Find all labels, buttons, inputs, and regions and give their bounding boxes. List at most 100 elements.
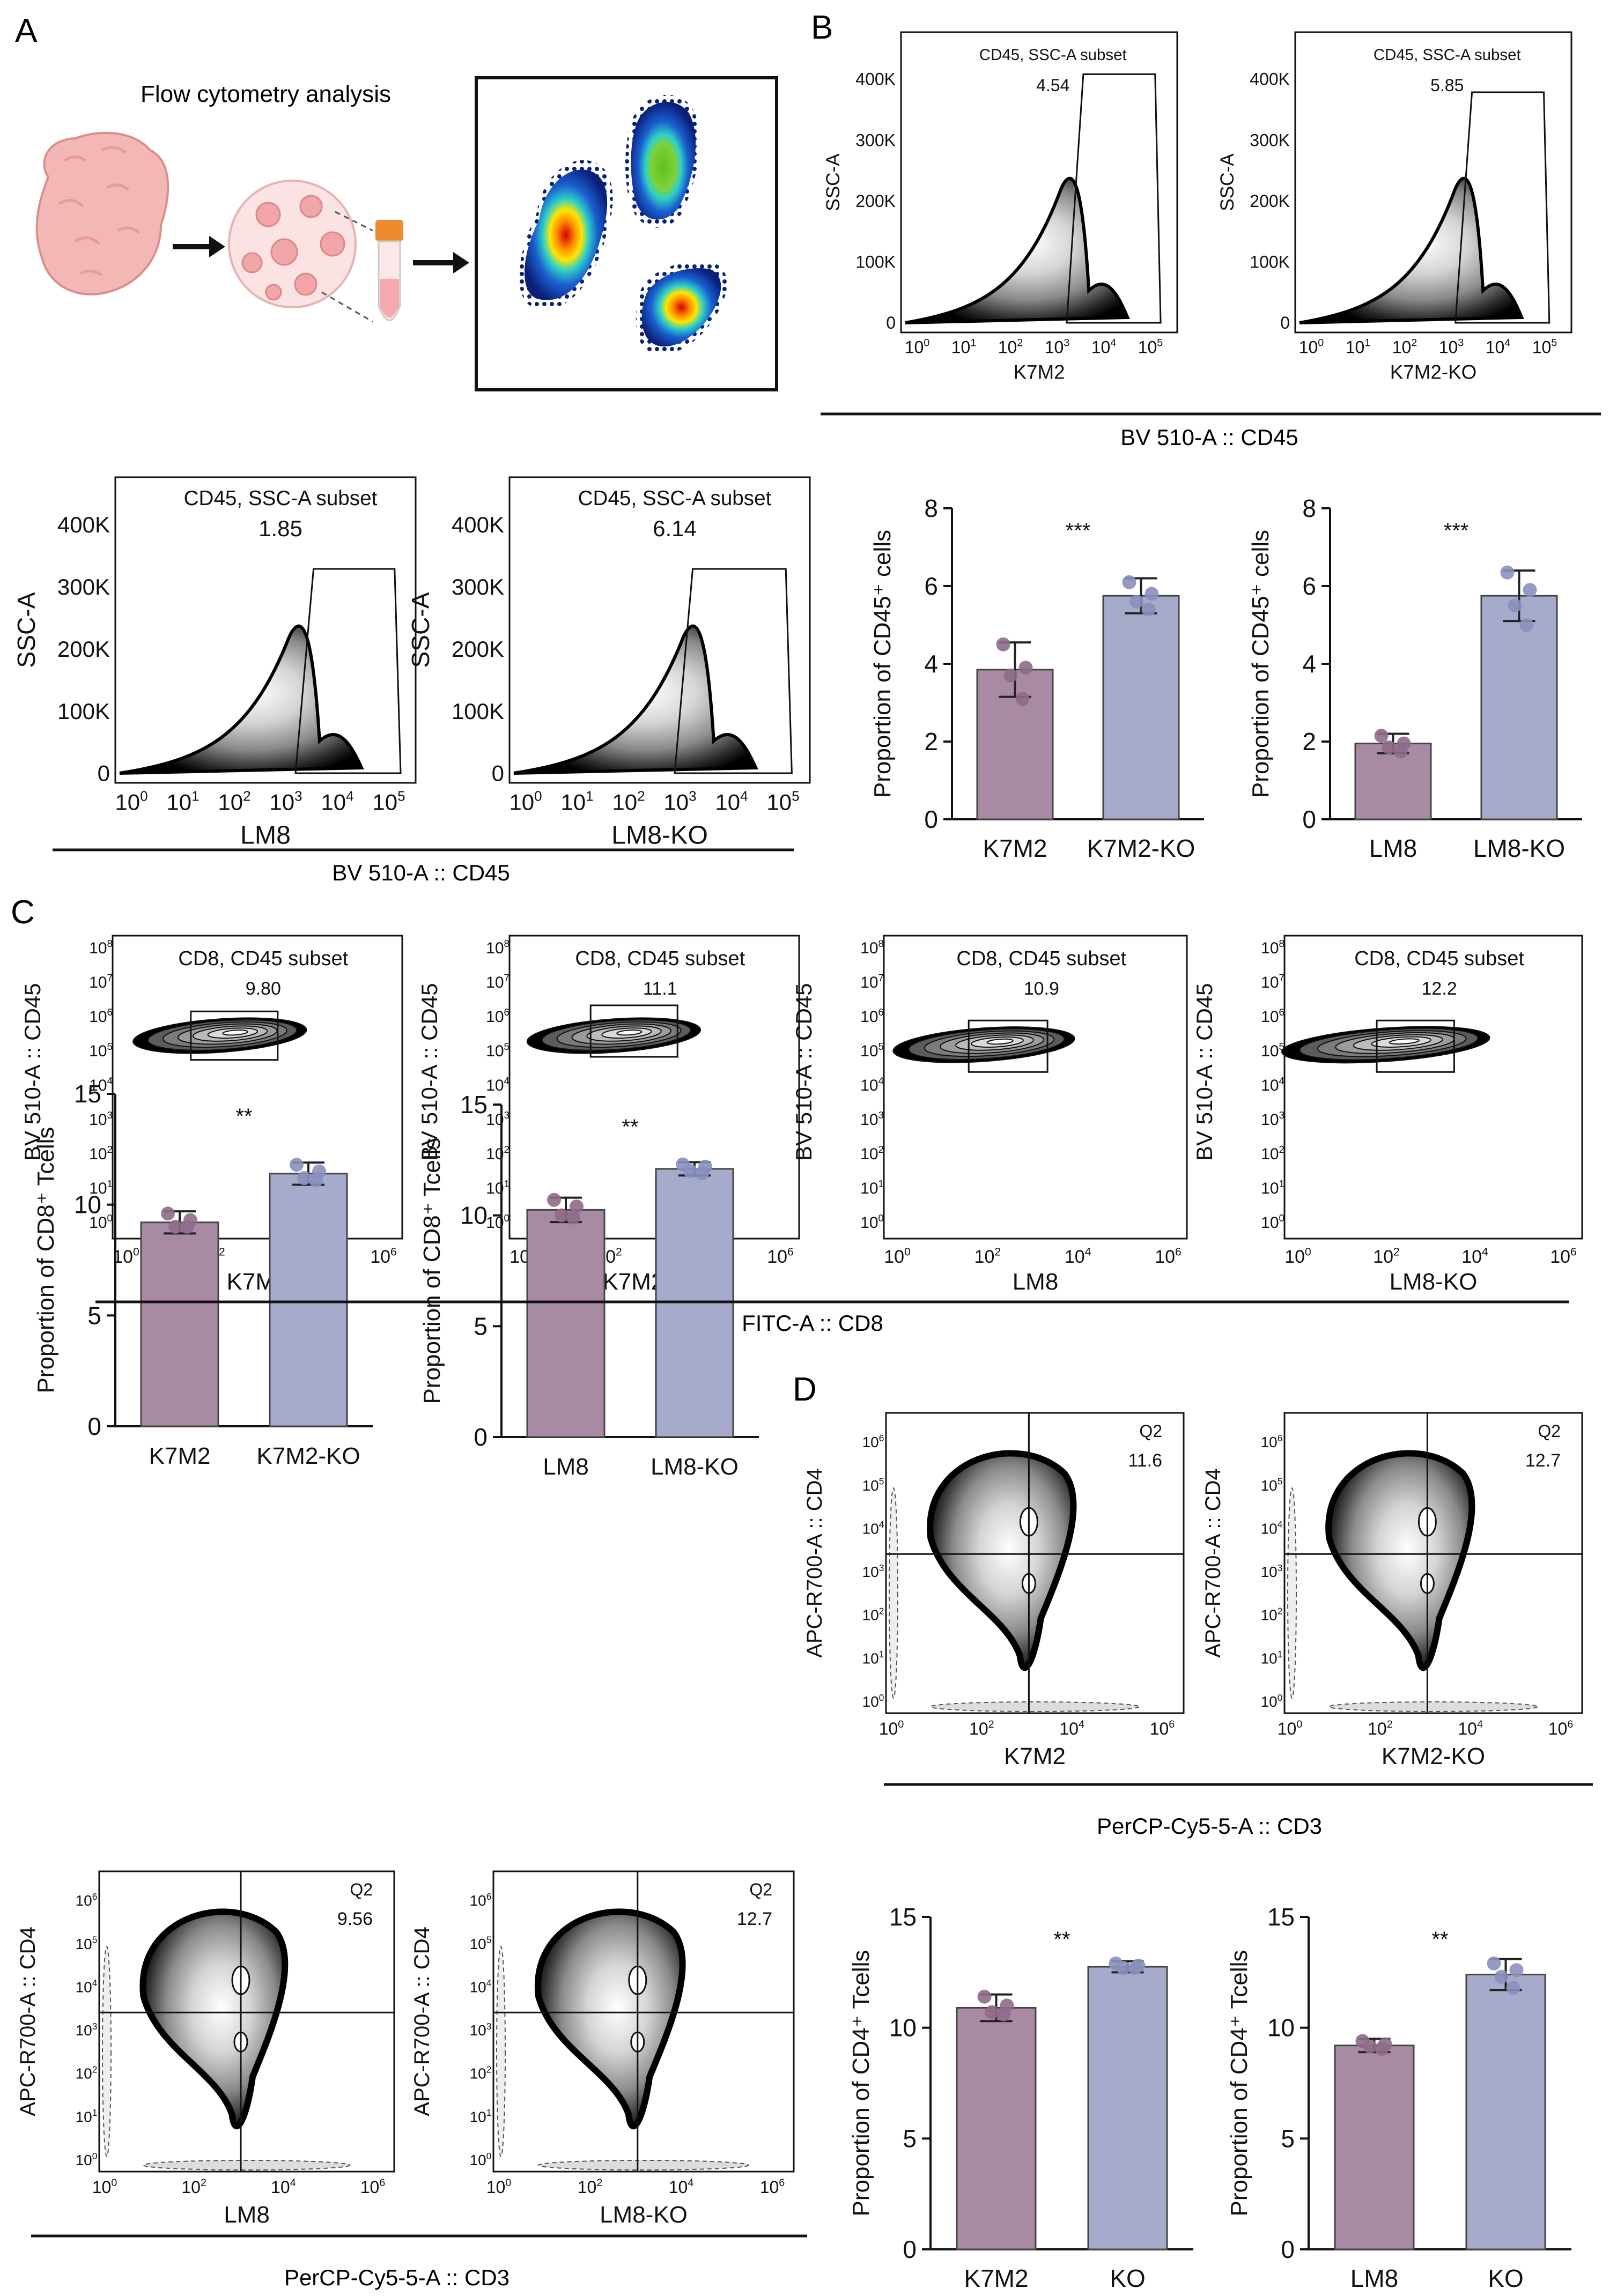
plot-frame <box>1283 935 1583 1240</box>
ssc-plot-cd45_k7m2_ko: CD45, SSC-A subset 5.85 0 100K 200K 300K 400K 1… <box>1217 31 1572 383</box>
cd4-axis-label: APC-R700-A :: CD4 <box>410 1927 434 2116</box>
cd8-plot-cd8_lm8: CD8, CD45 subset 10.9 100 101 102 103 104 105 10… <box>791 935 1188 1295</box>
cd3-d-axis-title: PerCP-Cy5-5-A :: CD3 <box>1097 1813 1322 1839</box>
cd4-log-tick: 104 <box>470 1977 492 1995</box>
cd8-group-caption: FITC-A :: CD8 <box>95 1300 1569 1336</box>
y-tick-label: 8 <box>924 494 938 522</box>
category-label: K7M2 <box>983 834 1047 862</box>
y-axis-label: Proportion of CD8⁺ Tcells <box>419 1138 445 1404</box>
cd45-log-tick: 103 <box>269 788 302 815</box>
schematic-title: Flow cytometry analysis <box>141 81 391 107</box>
cd3-log-tick: 104 <box>1059 1719 1084 1738</box>
cd45-log-tick: 104 <box>486 1075 510 1094</box>
bar-chart-cd45_k7m2_bar: 0 2 4 6 8 Proportion of CD45⁺ cells K7M2 K7M2-K… <box>869 494 1204 862</box>
cd4-log-tick: 101 <box>1261 1649 1283 1667</box>
cd45-log-tick: 104 <box>1261 1075 1284 1094</box>
cd3-log-tick: 100 <box>879 1719 904 1738</box>
data-point <box>977 1989 992 2004</box>
cd4-log-tick: 105 <box>1261 1476 1283 1494</box>
cd8-density <box>526 1017 702 1054</box>
ssc-tick-label: 0 <box>492 761 504 786</box>
ssc-axis-label: SSC-A <box>12 592 40 668</box>
cd45-log-tick: 100 <box>1299 337 1324 357</box>
significance-label: *** <box>1444 519 1469 543</box>
data-point <box>683 1164 697 1178</box>
quadrant-percentage: 9.56 <box>337 1909 373 1929</box>
schematic-workflow: Flow cytometry analysis <box>35 76 778 391</box>
panel-letter-a: A <box>15 12 38 49</box>
ssc-tick-label: 200K <box>452 636 504 662</box>
cd45-log-tick: 100 <box>1261 1212 1284 1232</box>
cd4-density-region <box>534 1908 686 2130</box>
bar-chart-cd4_k7m2_bar: 0 5 10 15 Proportion of CD4⁺ Tcells K7M2 KO ** <box>848 1903 1193 2292</box>
quadrant-percentage: 12.7 <box>737 1909 772 1929</box>
quadrant-label: Q2 <box>1139 1421 1162 1441</box>
data-point <box>1519 618 1534 632</box>
density-contour <box>222 1029 248 1036</box>
cd45-log-tick: 102 <box>89 1144 113 1163</box>
y-tick-label: 15 <box>1267 1903 1295 1931</box>
cd3-log-tick: 104 <box>271 2177 296 2197</box>
cd45-log-tick: 100 <box>509 788 542 815</box>
debris-contour <box>143 2160 351 2171</box>
cd4-log-tick: 104 <box>76 1977 98 1995</box>
y-tick-label: 5 <box>87 1301 101 1329</box>
cd3-lm8-axis-title: PerCP-Cy5-5-A :: CD3 <box>284 2265 510 2290</box>
cd4-plot-cd4_k7m2: Q2 11.6 100 101 102 103 104 105 106 100 102 104 106 A… <box>803 1412 1185 1769</box>
y-axis-label: Proportion of CD45⁺ cells <box>869 530 896 798</box>
cd4-log-tick: 100 <box>862 1692 884 1710</box>
cd3-log-tick: 106 <box>1548 1719 1574 1738</box>
cd45-log-tick: 103 <box>1045 337 1070 357</box>
data-point <box>1363 2039 1377 2054</box>
significance-label: ** <box>235 1105 252 1128</box>
plot-frame <box>883 935 1188 1240</box>
significance-label: ** <box>1053 1928 1070 1951</box>
quadrant-label: Q2 <box>749 1880 772 1899</box>
debris-contour <box>889 1487 898 1699</box>
bar-K7M2-KO <box>1102 595 1180 820</box>
data-point <box>1500 565 1515 580</box>
cd4-log-tick: 106 <box>862 1433 884 1450</box>
cd45-log-tick: 103 <box>1261 1109 1284 1129</box>
cd3-log-tick: 106 <box>1150 1719 1175 1738</box>
cd4-log-tick: 105 <box>862 1476 884 1494</box>
cd45-log-tick: 106 <box>860 1006 884 1026</box>
cd45-log-tick: 101 <box>486 1178 510 1197</box>
ssc-tick-label: 400K <box>855 70 896 89</box>
cd4-log-tick: 105 <box>470 1935 492 1952</box>
cd45-log-tick: 100 <box>860 1212 884 1232</box>
ssc-tick-label: 0 <box>98 761 110 786</box>
data-point <box>1506 1981 1520 1995</box>
cd45-log-tick: 102 <box>860 1144 884 1163</box>
cd45-log-tick: 107 <box>89 972 113 991</box>
y-tick-label: 10 <box>889 2014 917 2042</box>
data-point <box>996 637 1010 651</box>
cd45-log-tick: 102 <box>486 1144 510 1163</box>
gate-percentage: 1.85 <box>259 516 302 541</box>
ssc-plot-cd45_lm8: CD45, SSC-A subset 1.85 0 100K 200K 300K 400K 1… <box>12 476 417 849</box>
ssc-tick-label: 300K <box>855 130 896 150</box>
cd8-gate <box>190 1010 279 1061</box>
ssc-density-region <box>905 176 1130 324</box>
ssc-tick-label: 0 <box>886 313 896 332</box>
quadrant-percentage: 11.6 <box>1128 1450 1162 1471</box>
cd45-log-tick: 105 <box>1138 337 1163 357</box>
cd4-log-tick: 101 <box>862 1649 884 1667</box>
significance-label: ** <box>622 1115 638 1139</box>
cd4-plot-cd4_lm8: Q2 9.56 100 101 102 103 104 105 106 100 102 104 106 A… <box>16 1870 395 2228</box>
data-point <box>168 1220 182 1234</box>
y-axis-label: Proportion of CD4⁺ Tcells <box>1226 1950 1252 2217</box>
category-label: KO <box>1110 2264 1145 2292</box>
cd3-log-tick: 106 <box>760 2177 785 2197</box>
cd45-log-tick: 103 <box>860 1109 884 1129</box>
gate-percentage: 4.54 <box>1036 76 1069 95</box>
bar-KO <box>1465 1973 1546 2250</box>
cd8-log-tick: 106 <box>1550 1246 1577 1267</box>
y-tick-label: 5 <box>474 1312 488 1340</box>
y-tick-label: 0 <box>903 2235 917 2263</box>
quadrant-label: Q2 <box>350 1880 373 1899</box>
cd45-log-tick: 107 <box>486 972 510 991</box>
y-tick-label: 0 <box>474 1423 488 1451</box>
sample-label: LM8 <box>224 2202 270 2228</box>
cd4-density-region <box>927 1450 1077 1671</box>
